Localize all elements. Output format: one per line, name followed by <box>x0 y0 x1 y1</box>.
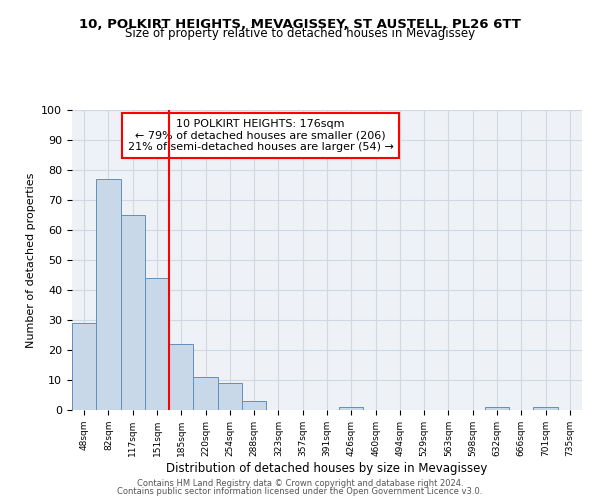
Bar <box>72 323 96 410</box>
Bar <box>339 407 364 410</box>
Bar <box>485 407 509 410</box>
Bar <box>533 407 558 410</box>
Text: 10, POLKIRT HEIGHTS, MEVAGISSEY, ST AUSTELL, PL26 6TT: 10, POLKIRT HEIGHTS, MEVAGISSEY, ST AUST… <box>79 18 521 30</box>
Bar <box>96 179 121 410</box>
Text: Contains public sector information licensed under the Open Government Licence v3: Contains public sector information licen… <box>118 487 482 496</box>
Bar <box>121 215 145 410</box>
Text: 10 POLKIRT HEIGHTS: 176sqm
← 79% of detached houses are smaller (206)
21% of sem: 10 POLKIRT HEIGHTS: 176sqm ← 79% of deta… <box>128 119 394 152</box>
Bar <box>218 383 242 410</box>
X-axis label: Distribution of detached houses by size in Mevagissey: Distribution of detached houses by size … <box>166 462 488 474</box>
Text: Size of property relative to detached houses in Mevagissey: Size of property relative to detached ho… <box>125 28 475 40</box>
Bar <box>242 401 266 410</box>
Bar <box>193 377 218 410</box>
Bar <box>145 278 169 410</box>
Y-axis label: Number of detached properties: Number of detached properties <box>26 172 36 348</box>
Text: Contains HM Land Registry data © Crown copyright and database right 2024.: Contains HM Land Registry data © Crown c… <box>137 478 463 488</box>
Bar <box>169 344 193 410</box>
